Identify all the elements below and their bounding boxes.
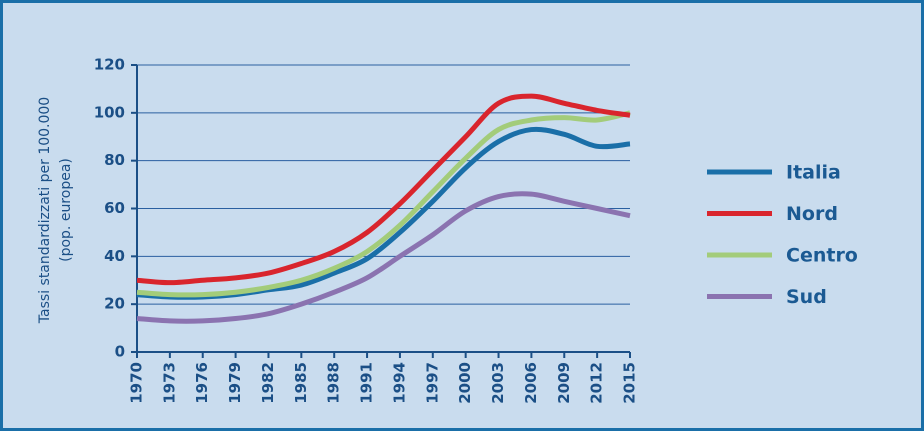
x-tick-label: 1970 [128,362,146,404]
line-series [136,191,631,324]
y-tick-label: 60 [104,199,125,217]
x-tick-label: 1991 [358,362,376,404]
legend-label: Italia [786,162,841,184]
x-tick-label: 1979 [226,362,244,404]
y-axis-label: (pop. europea) [58,158,74,262]
y-tick-label: 0 [115,343,125,361]
y-tick-label: 80 [104,151,125,169]
line-series [136,93,631,286]
x-tick-label: 1976 [193,362,211,404]
legend-label: Nord [786,203,838,225]
x-tick-label: 1988 [325,362,343,404]
x-tick-label: 1985 [292,362,310,404]
x-tick-label: 2009 [555,362,573,404]
y-tick-label: 120 [94,56,125,74]
legend-label: Sud [786,286,827,308]
y-tick-label: 40 [104,247,125,265]
x-tick-label: 1994 [390,362,408,404]
x-tick-label: 1973 [160,362,178,404]
y-axis-label: Tassi standardizzati per 100.000 [37,97,53,324]
x-tick-label: 2003 [489,362,507,404]
x-tick-label: 1997 [423,362,441,404]
y-tick-label: 20 [104,295,125,313]
x-tick-label: 1982 [259,362,277,404]
x-tick-label: 2006 [522,362,540,404]
x-tick-label: 2015 [621,362,639,404]
x-tick-label: 2000 [456,362,474,404]
legend-label: Centro [786,245,858,267]
y-tick-label: 100 [94,103,125,121]
line-series [136,110,631,298]
x-tick-label: 2012 [588,362,606,404]
